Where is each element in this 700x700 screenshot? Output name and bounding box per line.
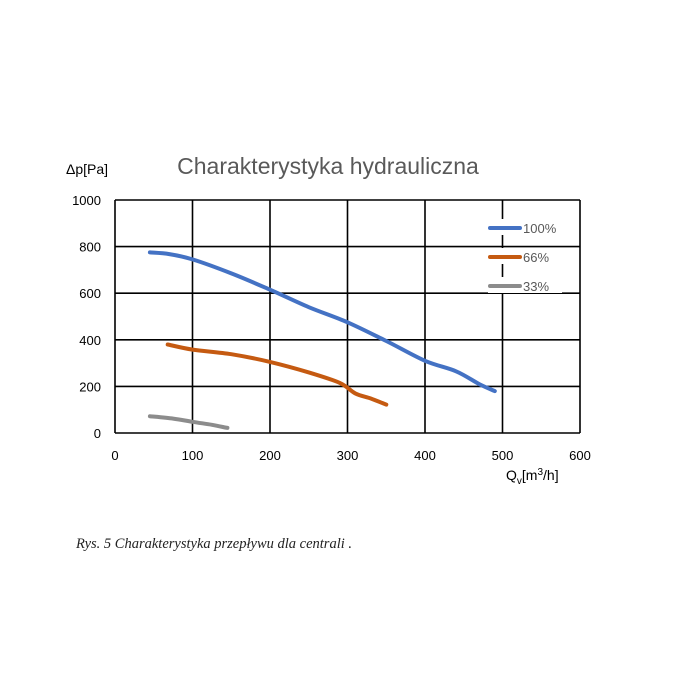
series-line-33pct	[147, 414, 230, 430]
y-axis-label: Δp[Pa]	[66, 161, 108, 177]
x-tick-label: 0	[111, 448, 118, 463]
chart-title: Charakterystyka hydrauliczna	[177, 153, 479, 179]
y-tick-label: 1000	[72, 193, 101, 208]
x-tick-label: 600	[569, 448, 591, 463]
figure-caption: Rys. 5 Charakterystyka przepływu dla cen…	[76, 536, 352, 552]
series-line-100pct	[147, 250, 497, 394]
legend-label: 100%	[523, 221, 557, 236]
x-axis-label: Qv[m3/h]	[506, 467, 559, 487]
x-tick-label: 500	[492, 448, 514, 463]
series-line-66pct	[165, 342, 389, 407]
x-tick-label: 400	[414, 448, 436, 463]
y-tick-label: 400	[79, 333, 101, 348]
y-tick-label: 800	[79, 240, 101, 255]
x-tick-label: 100	[182, 448, 204, 463]
legend-background	[488, 248, 562, 264]
legend-background	[488, 219, 562, 235]
legend-label: 66%	[523, 250, 549, 265]
y-tick-label: 600	[79, 286, 101, 301]
y-tick-label: 200	[79, 379, 101, 394]
y-tick-label: 0	[94, 426, 101, 441]
x-tick-label: 200	[259, 448, 281, 463]
x-tick-label: 300	[337, 448, 359, 463]
legend-label: 33%	[523, 279, 549, 294]
legend-background	[488, 277, 562, 293]
